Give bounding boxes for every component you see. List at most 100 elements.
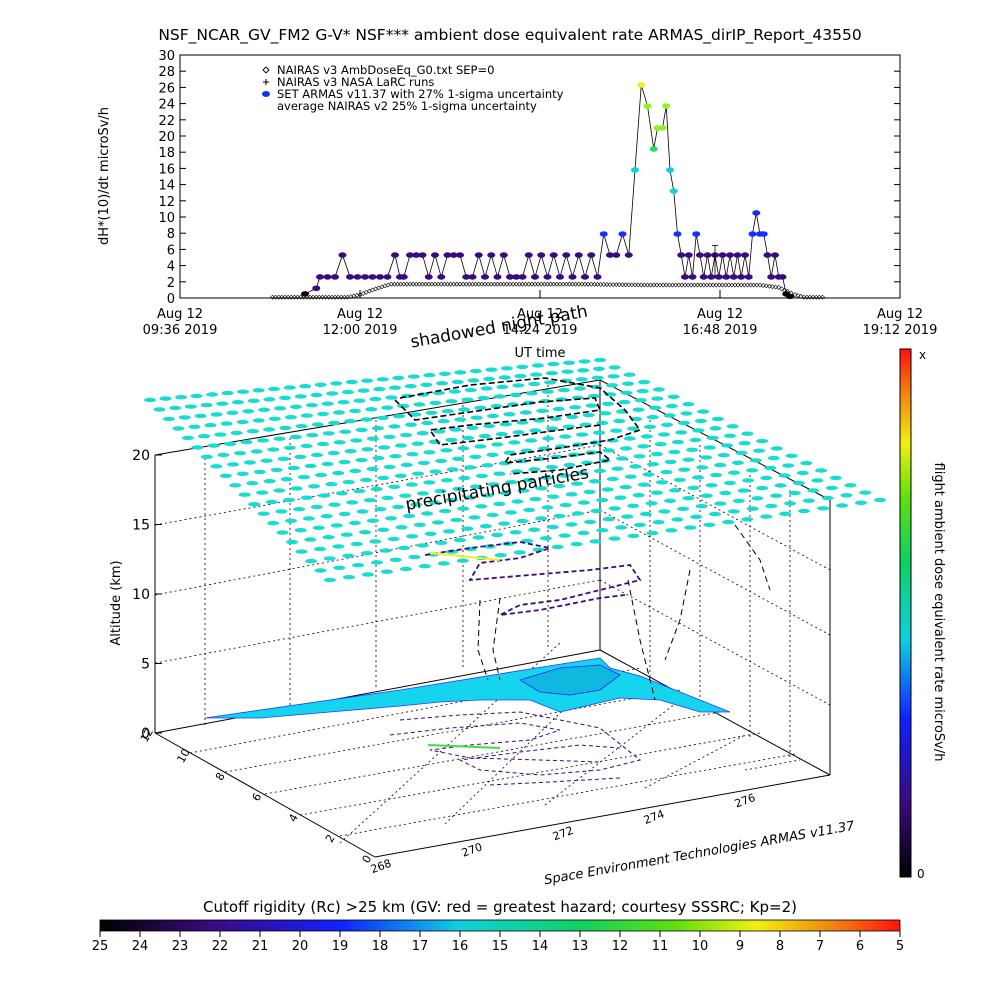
particle-mark <box>438 371 451 376</box>
particle-mark <box>618 399 631 405</box>
particle-mark <box>577 530 590 536</box>
model-point <box>795 293 801 298</box>
measured-point <box>383 274 392 280</box>
particle-mark <box>252 418 265 423</box>
measured-point <box>658 125 667 131</box>
particle-mark <box>645 501 658 506</box>
particle-mark <box>741 431 754 436</box>
particle-mark <box>486 452 499 457</box>
particle-mark <box>385 395 398 400</box>
particle-mark <box>363 498 376 503</box>
model-point <box>307 294 313 300</box>
particle-mark <box>479 524 492 529</box>
model-point <box>282 294 288 300</box>
model-point <box>748 282 754 288</box>
particle-mark <box>692 428 705 433</box>
model-point <box>741 282 747 288</box>
particle-mark <box>678 420 690 426</box>
rigidity-tick-label: 14 <box>532 939 549 954</box>
particle-mark <box>779 511 792 516</box>
model-point <box>445 281 450 287</box>
particle-mark <box>194 413 207 419</box>
particle-mark <box>389 385 401 390</box>
particle-mark <box>359 530 372 535</box>
particle-mark <box>469 368 482 374</box>
particle-mark <box>243 460 256 465</box>
model-point <box>801 294 807 300</box>
nairas-model-series <box>270 281 825 300</box>
dose-colorbar-max: x <box>919 348 926 362</box>
particle-mark <box>684 525 697 530</box>
particle-mark <box>467 378 480 383</box>
particle-mark <box>159 396 172 401</box>
particle-mark <box>546 426 559 431</box>
model-point <box>735 282 741 288</box>
particle-mark <box>378 445 391 450</box>
particle-mark <box>728 470 741 475</box>
particle-mark <box>491 532 504 538</box>
particle-mark <box>381 495 394 501</box>
particle-mark <box>749 458 762 463</box>
model-point <box>273 294 279 300</box>
particle-mark <box>404 422 417 427</box>
particle-mark <box>416 491 429 496</box>
x-tick-label-date: Aug 12 <box>517 307 563 322</box>
particle-mark <box>531 363 544 368</box>
particle-mark <box>859 490 872 495</box>
particle-mark <box>342 479 355 485</box>
particle-mark <box>614 495 627 500</box>
particle-mark <box>457 506 470 511</box>
particle-mark <box>456 558 469 563</box>
particle-mark <box>644 424 656 429</box>
model-point <box>448 281 454 287</box>
y-tick-label: 8 <box>167 227 175 242</box>
particle-mark <box>546 524 559 530</box>
particle-mark <box>190 393 203 399</box>
particle-mark <box>247 398 260 403</box>
particle-mark <box>330 523 343 528</box>
model-point <box>760 283 766 288</box>
particle-mark <box>665 403 678 409</box>
particle-mark <box>388 484 401 489</box>
model-point <box>651 282 657 288</box>
particle-mark <box>335 491 348 496</box>
particle-mark <box>620 390 633 395</box>
measured-point <box>323 274 332 280</box>
particle-mark <box>633 454 646 459</box>
measured-point <box>493 274 502 280</box>
particle-mark <box>792 480 805 486</box>
particle-mark <box>398 545 411 551</box>
particle-mark <box>821 495 834 501</box>
particle-mark <box>589 539 602 544</box>
model-point <box>626 282 632 288</box>
particle-mark <box>472 535 485 540</box>
particle-mark <box>639 511 652 517</box>
y-tick-label: 26 <box>158 81 175 96</box>
model-point <box>329 294 335 300</box>
model-point <box>657 282 663 288</box>
particle-mark <box>505 480 518 485</box>
y-tick-label: 24 <box>158 98 175 113</box>
particle-mark <box>421 511 434 516</box>
particle-mark <box>290 486 303 491</box>
particle-mark <box>346 500 359 505</box>
particle-mark <box>800 461 813 466</box>
particle-mark <box>238 492 251 497</box>
model-point <box>407 281 413 287</box>
particle-mark <box>310 504 323 510</box>
particle-mark <box>682 402 695 407</box>
particle-mark <box>449 427 462 432</box>
particle-mark <box>404 384 417 389</box>
particle-mark <box>280 477 293 482</box>
particle-mark <box>440 478 453 483</box>
particle-mark <box>468 515 481 520</box>
particle-mark <box>315 472 327 478</box>
particle-mark <box>413 402 426 407</box>
particle-mark <box>352 563 365 568</box>
particle-mark <box>345 379 358 385</box>
particle-mark <box>451 379 464 385</box>
particle-mark <box>435 458 448 464</box>
particle-mark <box>405 482 418 487</box>
particle-mark <box>240 439 253 445</box>
particle-mark <box>495 432 508 437</box>
